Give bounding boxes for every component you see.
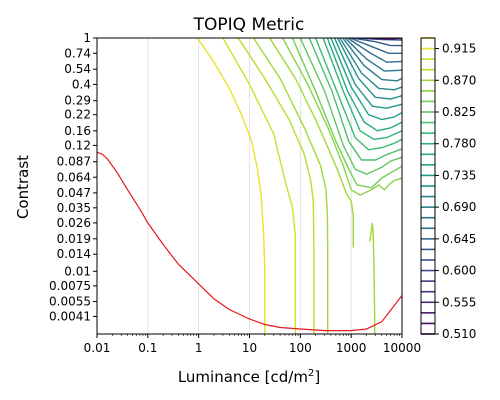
x-tick-label-10000: 10000 xyxy=(383,341,421,355)
contour-0.72-15 xyxy=(336,38,402,100)
contour-0.825-8 xyxy=(299,38,402,175)
x-tick-label-1000: 1000 xyxy=(336,341,367,355)
y-tick-label-0.064: 0.064 xyxy=(57,170,91,184)
y-tick-label-0.29: 0.29 xyxy=(64,94,91,108)
colorbar-ticks: 0.915 0.870 0.825 0.780 0.735 0.690 0.645 0.600… xyxy=(435,42,476,341)
contour-0.87-4 xyxy=(269,38,354,248)
colorbar-tick-label-0.825: 0.825 xyxy=(442,105,476,119)
y-tick-label-0.019: 0.019 xyxy=(57,232,91,246)
y-axis-label: Contrast xyxy=(14,155,32,219)
contour-0.885-2 xyxy=(237,38,315,334)
contour-0.9-1 xyxy=(222,38,297,334)
contour-0.81-9 xyxy=(308,38,402,161)
y-tick-label-0.035: 0.035 xyxy=(57,201,91,215)
red-curve-layer xyxy=(97,151,402,332)
red-curve xyxy=(97,151,402,332)
contour-0.645-20 xyxy=(349,38,402,54)
contour-0.66-19 xyxy=(347,38,402,63)
colorbar-tick-label-0.555: 0.555 xyxy=(442,295,476,309)
contour-0.675-18 xyxy=(344,38,402,72)
x-tick-label-100: 100 xyxy=(289,341,312,355)
y-tick-label-0.087: 0.087 xyxy=(57,155,91,169)
y-tick-label-0.22: 0.22 xyxy=(64,108,91,122)
contour-0.855-6 xyxy=(282,38,402,196)
x-tick-label-0.1: 0.1 xyxy=(138,341,157,355)
colorbar-tick-label-0.915: 0.915 xyxy=(442,42,476,56)
contour-0.735-14 xyxy=(333,38,402,109)
grid-lines xyxy=(96,38,403,334)
y-tick-label-0.74: 0.74 xyxy=(64,46,91,60)
colorbar-frame xyxy=(420,37,436,335)
contour-0.84-7 xyxy=(291,38,402,189)
contour-0.87-5 xyxy=(368,222,376,334)
y-tick-label-1: 1 xyxy=(83,31,91,45)
contour-lines xyxy=(196,38,402,334)
y-tick-label-0.0055: 0.0055 xyxy=(49,295,91,309)
colorbar-tick-label-0.510: 0.510 xyxy=(442,327,476,341)
colorbar xyxy=(420,37,436,335)
x-axis-label-main: Luminance [cd/m xyxy=(178,368,308,386)
y-tick-label-0.026: 0.026 xyxy=(57,216,91,230)
y-tick-label-0.047: 0.047 xyxy=(57,186,91,200)
x-tick-label-10: 10 xyxy=(242,341,257,355)
colorbar-tick-label-0.645: 0.645 xyxy=(442,232,476,246)
y-tick-label-0.0041: 0.0041 xyxy=(49,309,91,323)
colorbar-tick-label-0.780: 0.780 xyxy=(442,137,476,151)
contour-0.915-0 xyxy=(196,38,266,334)
y-tick-label-0.16: 0.16 xyxy=(64,124,91,138)
x-axis-label: Luminance [cd/m2] xyxy=(178,368,320,386)
y-tick-label-0.4: 0.4 xyxy=(72,77,91,91)
x-axis-label-end: ] xyxy=(314,368,320,386)
y-tick-label-0.01: 0.01 xyxy=(64,264,91,278)
colorbar-tick-label-0.690: 0.690 xyxy=(442,200,476,214)
y-tick-label-0.54: 0.54 xyxy=(64,62,91,76)
x-axis-ticks: 0.01 0.1 1 10 100 1000 10000 xyxy=(84,334,421,355)
x-tick-label-1: 1 xyxy=(195,341,203,355)
contour-0.69-17 xyxy=(342,38,402,82)
contour-0.795-10 xyxy=(314,38,402,151)
contour-0.87-3 xyxy=(252,38,329,334)
y-tick-label-0.12: 0.12 xyxy=(64,138,91,152)
colorbar-tick-label-0.735: 0.735 xyxy=(442,168,476,182)
colorbar-tick-label-0.600: 0.600 xyxy=(442,264,476,278)
x-tick-label-0.01: 0.01 xyxy=(84,341,111,355)
contour-0.705-16 xyxy=(339,38,402,91)
colorbar-tick-label-0.870: 0.870 xyxy=(442,73,476,87)
chart-title: TOPIQ Metric xyxy=(193,15,305,35)
contour-0.63-21 xyxy=(352,38,402,47)
contour-0.75-13 xyxy=(330,38,402,121)
contour-0.765-12 xyxy=(326,38,402,132)
y-tick-label-0.0075: 0.0075 xyxy=(49,279,91,293)
contour-0.78-11 xyxy=(322,38,402,141)
x-axis-label-sup: 2 xyxy=(308,368,314,379)
y-tick-label-0.014: 0.014 xyxy=(57,247,91,261)
